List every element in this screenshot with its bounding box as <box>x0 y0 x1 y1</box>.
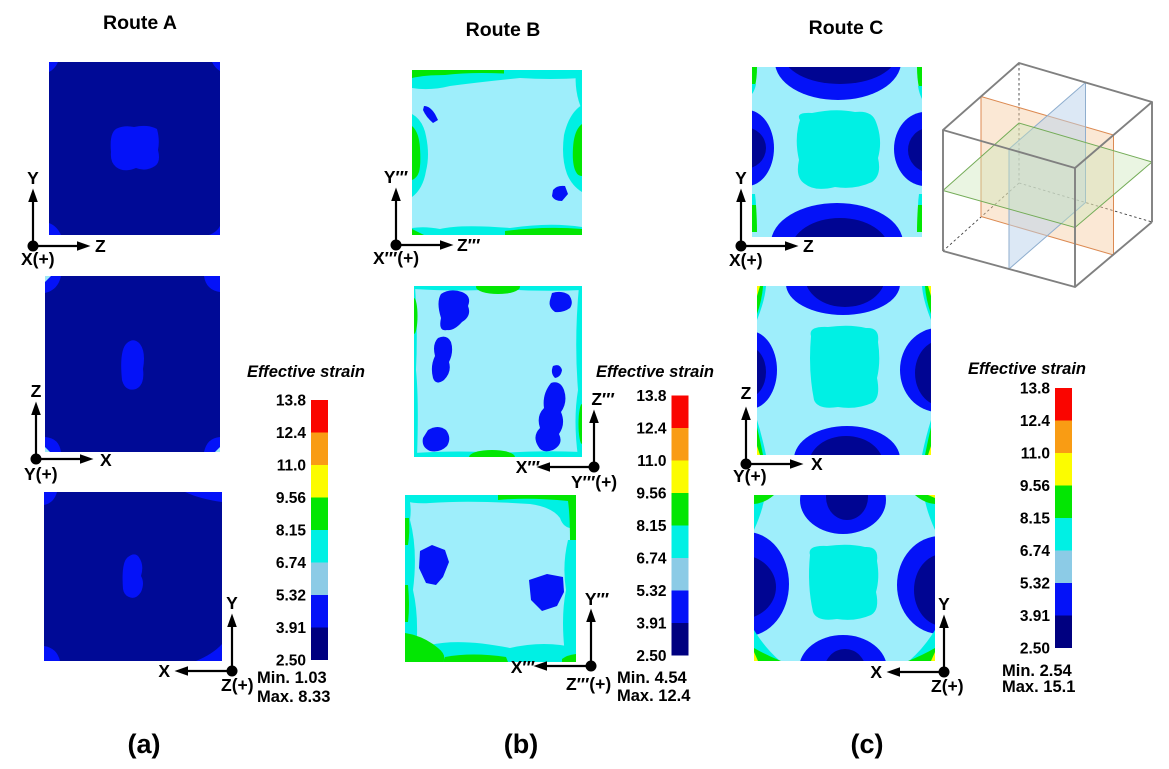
svg-text:X(+): X(+) <box>21 249 55 269</box>
svg-text:X′′′(+): X′′′(+) <box>373 248 419 268</box>
svg-text:X: X <box>811 454 823 474</box>
svg-text:Y′′′(+): Y′′′(+) <box>571 472 617 492</box>
svg-text:Y(+): Y(+) <box>24 464 58 484</box>
svg-text:X: X <box>100 450 112 470</box>
svg-text:Min. 1.03: Min. 1.03 <box>257 669 327 687</box>
svg-text:Route C: Route C <box>809 17 884 39</box>
svg-text:X′′′: X′′′ <box>511 657 535 677</box>
svg-text:X: X <box>870 662 882 682</box>
svg-text:Y: Y <box>226 593 238 613</box>
svg-text:Z(+): Z(+) <box>931 676 964 696</box>
svg-text:Y: Y <box>938 594 950 614</box>
svg-text:Max. 12.4: Max. 12.4 <box>617 687 691 705</box>
svg-text:(a): (a) <box>128 729 161 759</box>
svg-text:Z: Z <box>31 381 42 401</box>
svg-text:Z′′′: Z′′′ <box>591 389 614 409</box>
svg-text:Z(+): Z(+) <box>221 675 254 695</box>
svg-text:Effective strain: Effective strain <box>596 363 714 381</box>
svg-text:Z: Z <box>803 236 814 256</box>
svg-text:Max. 8.33: Max. 8.33 <box>257 688 330 706</box>
svg-text:Min. 4.54: Min. 4.54 <box>617 669 688 687</box>
svg-text:Effective strain: Effective strain <box>247 363 365 381</box>
svg-text:Z′′′(+): Z′′′(+) <box>566 674 611 694</box>
svg-text:Y: Y <box>27 168 39 188</box>
svg-text:Route A: Route A <box>103 12 177 34</box>
svg-text:Effective strain: Effective strain <box>968 360 1086 378</box>
svg-text:Y′′′: Y′′′ <box>384 167 408 187</box>
svg-text:Y: Y <box>735 168 747 188</box>
svg-text:Z: Z <box>95 236 106 256</box>
svg-text:Y′′′: Y′′′ <box>585 589 609 609</box>
svg-text:X(+): X(+) <box>729 250 763 270</box>
svg-text:(c): (c) <box>851 729 884 759</box>
svg-text:X: X <box>158 661 170 681</box>
svg-text:Max. 15.1: Max. 15.1 <box>1002 678 1075 696</box>
svg-text:Y(+): Y(+) <box>733 466 767 486</box>
svg-text:Min. 2.54: Min. 2.54 <box>1002 662 1073 680</box>
svg-text:Z: Z <box>741 383 752 403</box>
svg-text:X′′′: X′′′ <box>516 457 540 477</box>
svg-text:Route B: Route B <box>466 19 541 41</box>
svg-text:(b): (b) <box>504 729 538 759</box>
svg-text:Z′′′: Z′′′ <box>457 235 480 255</box>
